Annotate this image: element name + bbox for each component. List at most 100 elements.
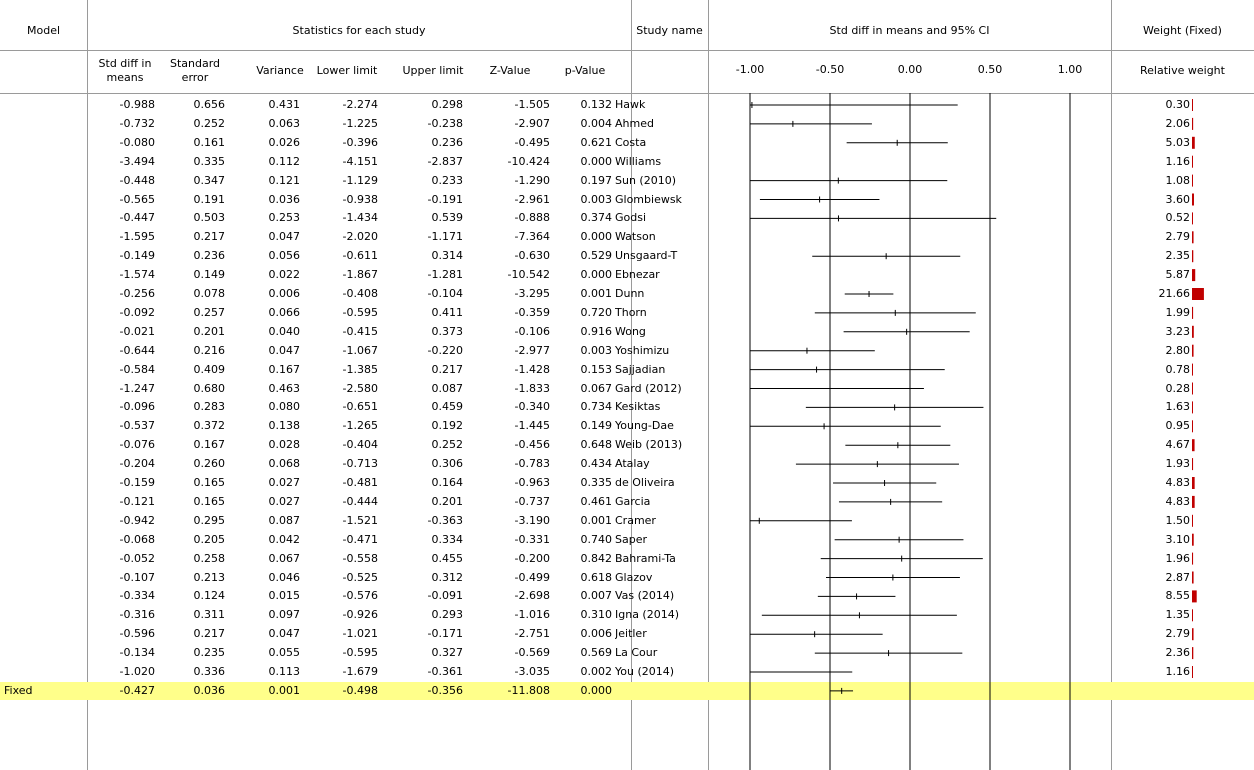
cell-z: -0.737 (514, 494, 550, 508)
subheader-se-line2: error (181, 71, 209, 84)
weight-bar (1192, 193, 1194, 206)
study-row: -1.595 0.217 0.047 -2.020 -1.171 -7.364 0.000 W… (0, 228, 1254, 246)
relative-weight-value: 5.87 (1165, 268, 1191, 282)
study-name: Glombiewsk (615, 192, 682, 206)
study-name: de Oliveira (615, 476, 675, 489)
cell-z: -0.331 (514, 532, 550, 546)
weight-bar (1192, 306, 1194, 319)
relative-weight-value: 2.87 (1165, 570, 1191, 584)
cell-sdm: -0.565 (119, 192, 155, 206)
subheader-standard-error: Standard error (165, 57, 225, 85)
cell-sdm: -0.316 (119, 608, 155, 622)
cell-sdm: -0.107 (119, 570, 155, 584)
cell-z: -1.428 (514, 362, 550, 376)
cell-p: 0.067 (580, 381, 613, 395)
cell-var: 0.431 (268, 98, 301, 111)
cell-var: 0.040 (268, 324, 301, 338)
cell-sdm: -0.427 (119, 683, 155, 697)
cell-var: 0.015 (268, 589, 301, 603)
weight-bar (1192, 477, 1195, 489)
relative-weight-value: 8.55 (1165, 589, 1191, 603)
cell-p: 0.001 (580, 513, 613, 527)
cell-z: -2.977 (514, 343, 550, 357)
relative-weight-value: 2.36 (1165, 646, 1191, 660)
weight-bar (1192, 174, 1193, 187)
cell-se: 0.201 (193, 324, 226, 338)
cell-var: 0.068 (268, 457, 301, 471)
cell-p: 0.002 (580, 665, 613, 678)
cell-p: 0.434 (580, 457, 613, 471)
header-weight: Weight (Fixed) (1143, 24, 1222, 37)
study-row: -0.204 0.260 0.068 -0.713 0.306 -0.783 0.434 At… (0, 455, 1254, 473)
study-row: -0.732 0.252 0.063 -1.225 -0.238 -2.907 0.004 A… (0, 115, 1254, 133)
cell-se: 0.336 (193, 665, 226, 678)
study-name: Ebnezar (615, 268, 660, 282)
header-divider (0, 50, 1254, 51)
cell-hi: -0.171 (427, 627, 463, 641)
cell-sdm: -0.121 (119, 494, 155, 508)
study-row: -0.021 0.201 0.040 -0.415 0.373 -0.106 0.916 Wo… (0, 323, 1254, 341)
relative-weight-value: 1.96 (1165, 551, 1191, 565)
subheader-relative-weight: Relative weight (1140, 64, 1225, 77)
cell-hi: -0.091 (427, 589, 463, 603)
study-row: -0.149 0.236 0.056 -0.611 0.314 -0.630 0.529 Un… (0, 247, 1254, 265)
weight-bar (1192, 325, 1194, 338)
cell-lo: -0.595 (342, 305, 378, 319)
cell-lo: -1.385 (342, 362, 378, 376)
cell-z: -2.907 (514, 116, 550, 130)
study-row: -0.644 0.216 0.047 -1.067 -0.220 -2.977 0.003 Y… (0, 342, 1254, 360)
cell-var: 0.047 (268, 627, 301, 641)
cell-var: 0.097 (268, 608, 301, 622)
header-model: Model (26, 24, 61, 37)
cell-hi: 0.306 (431, 457, 464, 471)
cell-se: 0.409 (193, 362, 226, 376)
subheader-upper-limit: Upper limit (402, 64, 464, 77)
study-name: Garcia (615, 494, 651, 508)
subheader-z-value: Z-Value (489, 64, 531, 77)
weight-bar (1192, 647, 1194, 660)
cell-se: 0.295 (193, 513, 226, 527)
cell-se: 0.165 (193, 476, 226, 489)
relative-weight-value: 1.08 (1165, 173, 1191, 187)
cell-hi: 0.201 (431, 494, 464, 508)
study-row: -0.080 0.161 0.026 -0.396 0.236 -0.495 0.621 Co… (0, 134, 1254, 152)
study-name: Atalay (615, 457, 650, 471)
cell-z: -10.424 (507, 154, 550, 168)
cell-var: 0.121 (268, 173, 301, 187)
cell-sdm: -1.595 (119, 230, 155, 244)
cell-hi: 0.314 (431, 249, 464, 263)
col-divider-weight (1111, 0, 1112, 770)
cell-hi: -1.171 (427, 230, 463, 244)
cell-var: 0.055 (268, 646, 301, 660)
cell-lo: -1.867 (342, 268, 378, 282)
cell-p: 0.720 (580, 305, 613, 319)
cell-z: -1.445 (514, 419, 550, 433)
weight-bar (1192, 99, 1193, 111)
weight-bar (1192, 666, 1193, 678)
cell-p: 0.618 (580, 570, 613, 584)
weight-bar (1192, 609, 1193, 622)
cell-p: 0.000 (580, 268, 613, 282)
cell-sdm: -0.537 (119, 419, 155, 433)
cell-sdm: -0.942 (119, 513, 155, 527)
cell-sdm: -0.149 (119, 249, 155, 263)
cell-se: 0.216 (193, 343, 226, 357)
weight-bar (1192, 269, 1196, 282)
cell-var: 0.046 (268, 570, 301, 584)
cell-sdm: -0.080 (119, 135, 155, 149)
cell-hi: 0.411 (431, 305, 464, 319)
cell-sdm: -0.988 (119, 98, 155, 111)
cell-z: -11.808 (507, 683, 550, 697)
cell-hi: 0.217 (431, 362, 464, 376)
cell-hi: 0.293 (431, 608, 464, 622)
subheader-std-diff-line1: Std diff in (98, 57, 152, 70)
cell-lo: -1.434 (342, 211, 378, 225)
study-name: La Cour (615, 646, 658, 660)
cell-p: 0.621 (580, 135, 613, 149)
cell-se: 0.078 (193, 287, 226, 300)
relative-weight-value: 2.35 (1165, 249, 1191, 263)
cell-se: 0.252 (193, 116, 226, 130)
cell-z: -0.783 (514, 457, 550, 471)
cell-se: 0.205 (193, 532, 226, 546)
cell-lo: -2.274 (342, 98, 378, 111)
